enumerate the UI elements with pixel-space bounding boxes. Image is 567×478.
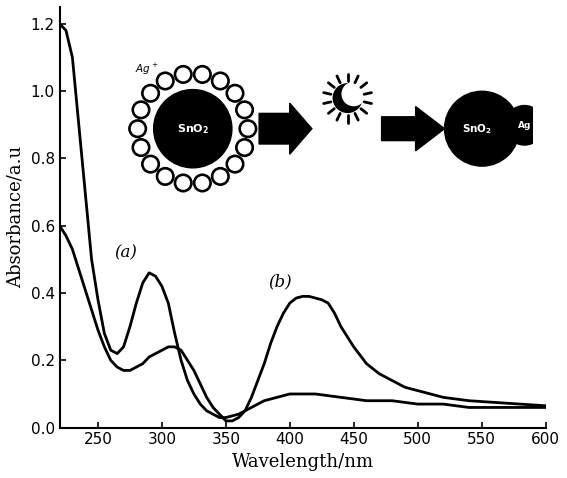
- Circle shape: [156, 168, 174, 185]
- Circle shape: [132, 101, 150, 119]
- Circle shape: [342, 82, 365, 106]
- Circle shape: [175, 65, 192, 83]
- Text: (b): (b): [268, 273, 291, 290]
- Circle shape: [238, 141, 251, 154]
- Circle shape: [175, 174, 192, 192]
- Circle shape: [239, 120, 257, 138]
- Circle shape: [159, 170, 171, 183]
- Circle shape: [214, 170, 227, 183]
- Circle shape: [226, 85, 244, 102]
- X-axis label: Wavelength/nm: Wavelength/nm: [231, 453, 374, 471]
- Y-axis label: Absorbance/a.u: Absorbance/a.u: [7, 146, 25, 288]
- Circle shape: [211, 168, 229, 185]
- Polygon shape: [259, 103, 312, 154]
- Text: (a): (a): [115, 245, 137, 261]
- Circle shape: [229, 87, 241, 99]
- Circle shape: [242, 122, 254, 135]
- Circle shape: [142, 155, 159, 173]
- Circle shape: [177, 68, 189, 81]
- Circle shape: [445, 91, 519, 166]
- Circle shape: [132, 122, 144, 135]
- Circle shape: [333, 84, 362, 112]
- Circle shape: [154, 89, 232, 168]
- Circle shape: [211, 72, 229, 90]
- Circle shape: [135, 141, 147, 154]
- Polygon shape: [382, 107, 445, 151]
- Circle shape: [229, 158, 241, 170]
- Circle shape: [159, 75, 171, 87]
- Circle shape: [132, 139, 150, 156]
- Circle shape: [145, 158, 156, 170]
- Circle shape: [196, 68, 209, 81]
- Text: $\mathbf{Ag}$: $\mathbf{Ag}$: [517, 119, 532, 132]
- Text: $\mathbf{SnO_2}$: $\mathbf{SnO_2}$: [177, 122, 209, 136]
- Text: $\mathbf{SnO_2}$: $\mathbf{SnO_2}$: [462, 122, 492, 136]
- Circle shape: [214, 75, 227, 87]
- Circle shape: [142, 85, 159, 102]
- Circle shape: [135, 104, 147, 116]
- Circle shape: [236, 139, 253, 156]
- Circle shape: [196, 177, 209, 189]
- Circle shape: [193, 174, 211, 192]
- Circle shape: [238, 104, 251, 116]
- Circle shape: [236, 101, 253, 119]
- Circle shape: [193, 65, 211, 83]
- Circle shape: [177, 177, 189, 189]
- Circle shape: [226, 155, 244, 173]
- Circle shape: [129, 120, 146, 138]
- Circle shape: [145, 87, 156, 99]
- Text: $Ag^+$: $Ag^+$: [135, 62, 159, 76]
- Circle shape: [505, 106, 544, 145]
- Circle shape: [156, 72, 174, 90]
